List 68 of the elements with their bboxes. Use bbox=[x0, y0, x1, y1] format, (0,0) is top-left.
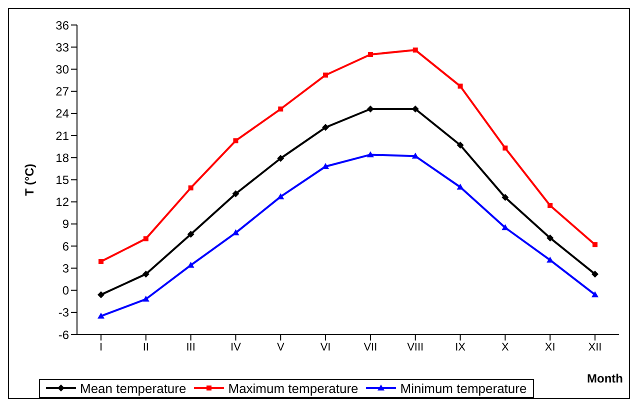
point bbox=[502, 194, 509, 201]
y-tick-label: 24 bbox=[56, 106, 70, 121]
point bbox=[142, 296, 150, 302]
y-tick-label: 6 bbox=[62, 239, 70, 254]
point bbox=[232, 190, 240, 198]
y-tick-label: 21 bbox=[56, 128, 70, 143]
point bbox=[546, 234, 554, 242]
point bbox=[592, 242, 598, 248]
point bbox=[323, 72, 328, 78]
y-tick-label: 0 bbox=[62, 284, 70, 298]
y-tick-label: -6 bbox=[58, 328, 70, 342]
y-tick-label: 15 bbox=[56, 173, 70, 188]
point bbox=[322, 124, 330, 131]
x-tick-label: XI bbox=[544, 341, 556, 354]
point bbox=[456, 142, 464, 149]
point bbox=[366, 151, 374, 158]
y-tick-label: 18 bbox=[56, 150, 70, 165]
y-tick-label: 27 bbox=[56, 84, 70, 99]
x-tick-label: XII bbox=[588, 341, 602, 354]
legend-label: Minimum temperature bbox=[399, 380, 527, 396]
y-tick-label: 3 bbox=[62, 261, 70, 276]
point bbox=[187, 230, 194, 238]
point bbox=[548, 203, 553, 208]
y-tick-label: 9 bbox=[62, 217, 70, 232]
x-tick-label: VI bbox=[320, 341, 331, 354]
legend-label: Mean temperature bbox=[79, 380, 186, 396]
point bbox=[412, 152, 419, 159]
point bbox=[502, 146, 508, 151]
y-tick-label: 30 bbox=[56, 62, 70, 76]
point bbox=[546, 256, 554, 263]
x-tick-label: VIII bbox=[407, 341, 424, 354]
point bbox=[98, 312, 104, 319]
point bbox=[277, 193, 284, 200]
y-tick-label: 33 bbox=[56, 40, 70, 54]
y-axis-title: T (°C) bbox=[22, 164, 36, 196]
point bbox=[98, 259, 104, 264]
point bbox=[322, 162, 330, 169]
point bbox=[366, 106, 374, 113]
point bbox=[502, 224, 509, 230]
point bbox=[98, 291, 104, 298]
point bbox=[592, 291, 598, 298]
x-axis-title: Month bbox=[587, 372, 623, 386]
legend-label: Maximum temperature bbox=[227, 380, 358, 396]
x-tick-label: III bbox=[186, 341, 196, 354]
x-tick-label: VII bbox=[364, 341, 378, 354]
point bbox=[233, 138, 238, 144]
point bbox=[188, 185, 194, 190]
point bbox=[232, 229, 240, 236]
point bbox=[277, 154, 284, 162]
point bbox=[456, 184, 464, 190]
x-tick-label: V bbox=[276, 341, 285, 354]
point bbox=[412, 48, 418, 53]
point bbox=[142, 270, 150, 278]
y-tick-label: -3 bbox=[58, 306, 70, 320]
point bbox=[458, 84, 463, 89]
x-tick-label: IX bbox=[455, 341, 466, 354]
y-tick-label: 12 bbox=[56, 195, 70, 210]
y-tick-label: 36 bbox=[56, 18, 70, 32]
point bbox=[592, 270, 598, 278]
point bbox=[278, 106, 284, 112]
x-tick-label: IV bbox=[230, 341, 242, 354]
x-tick-label: X bbox=[502, 341, 510, 354]
point bbox=[412, 106, 419, 113]
point bbox=[187, 262, 194, 268]
x-tick-label: II bbox=[142, 341, 149, 354]
point bbox=[143, 236, 148, 242]
point bbox=[368, 52, 373, 57]
x-tick-label: I bbox=[99, 341, 103, 354]
